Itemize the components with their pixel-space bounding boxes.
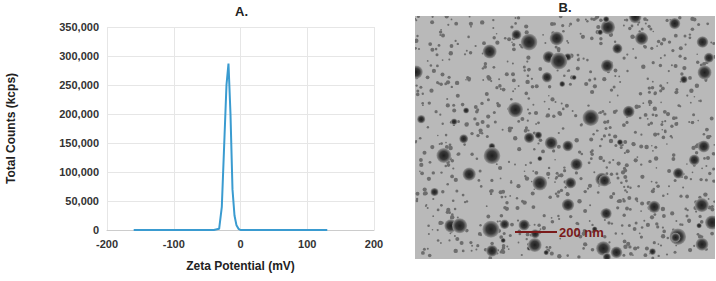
- svg-text:150,000: 150,000: [59, 137, 99, 149]
- svg-text:50,000: 50,000: [65, 195, 99, 207]
- svg-text:200 nm: 200 nm: [559, 225, 604, 240]
- html-text:B.: B.: [558, 0, 572, 15]
- svg-text:300,000: 300,000: [59, 50, 99, 62]
- svg-text:-200: -200: [96, 238, 118, 250]
- svg-text:100: 100: [298, 238, 316, 250]
- svg-text:200,000: 200,000: [59, 108, 99, 120]
- svg-text:250,000: 250,000: [59, 79, 99, 91]
- svg-text:200: 200: [365, 238, 383, 250]
- svg-text:-100: -100: [163, 238, 185, 250]
- svg-text:A.: A.: [235, 4, 248, 19]
- svg-text:Zeta Potential (mV): Zeta Potential (mV): [186, 259, 295, 273]
- svg-text:Total Counts (kcps): Total Counts (kcps): [4, 73, 18, 184]
- svg-text:0: 0: [237, 238, 243, 250]
- svg-text:350,000: 350,000: [59, 21, 99, 33]
- svg-text:100,000: 100,000: [59, 166, 99, 178]
- svg-text:0: 0: [93, 224, 99, 236]
